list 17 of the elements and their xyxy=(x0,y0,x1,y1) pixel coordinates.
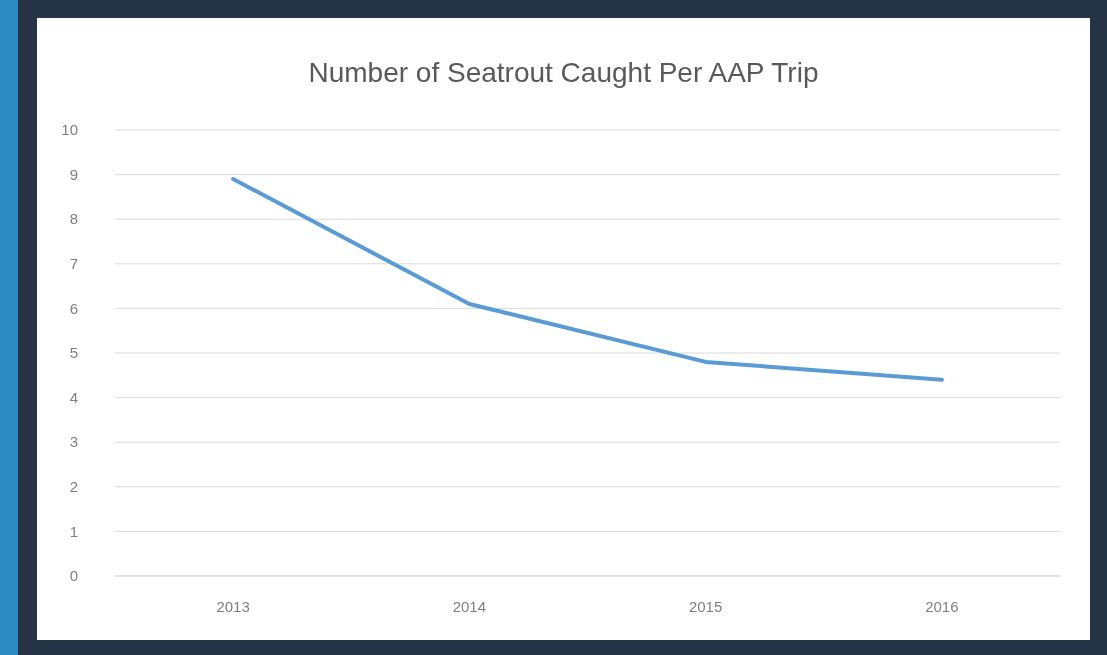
y-tick-label: 3 xyxy=(69,433,78,451)
x-tick-label: 2015 xyxy=(688,598,723,615)
chart-title: Number of Seatrout Caught Per AAP Trip xyxy=(308,57,819,88)
y-tick-label: 9 xyxy=(69,165,78,183)
x-tick-label: 2016 xyxy=(925,598,959,615)
y-tick-label: 4 xyxy=(69,388,78,406)
y-tick-label: 7 xyxy=(69,255,78,273)
y-tick-label: 8 xyxy=(69,210,78,228)
x-tick-label: 2013 xyxy=(216,598,250,615)
y-tick-label: 0 xyxy=(69,567,78,585)
y-tick-label: 5 xyxy=(69,344,78,362)
y-tick-label: 10 xyxy=(61,121,78,139)
line-series xyxy=(231,177,944,382)
y-tick-label: 2 xyxy=(69,478,78,496)
y-tick-label: 1 xyxy=(69,522,78,540)
y-tick-label: 6 xyxy=(69,299,78,317)
x-tick-label: 2014 xyxy=(452,598,487,615)
